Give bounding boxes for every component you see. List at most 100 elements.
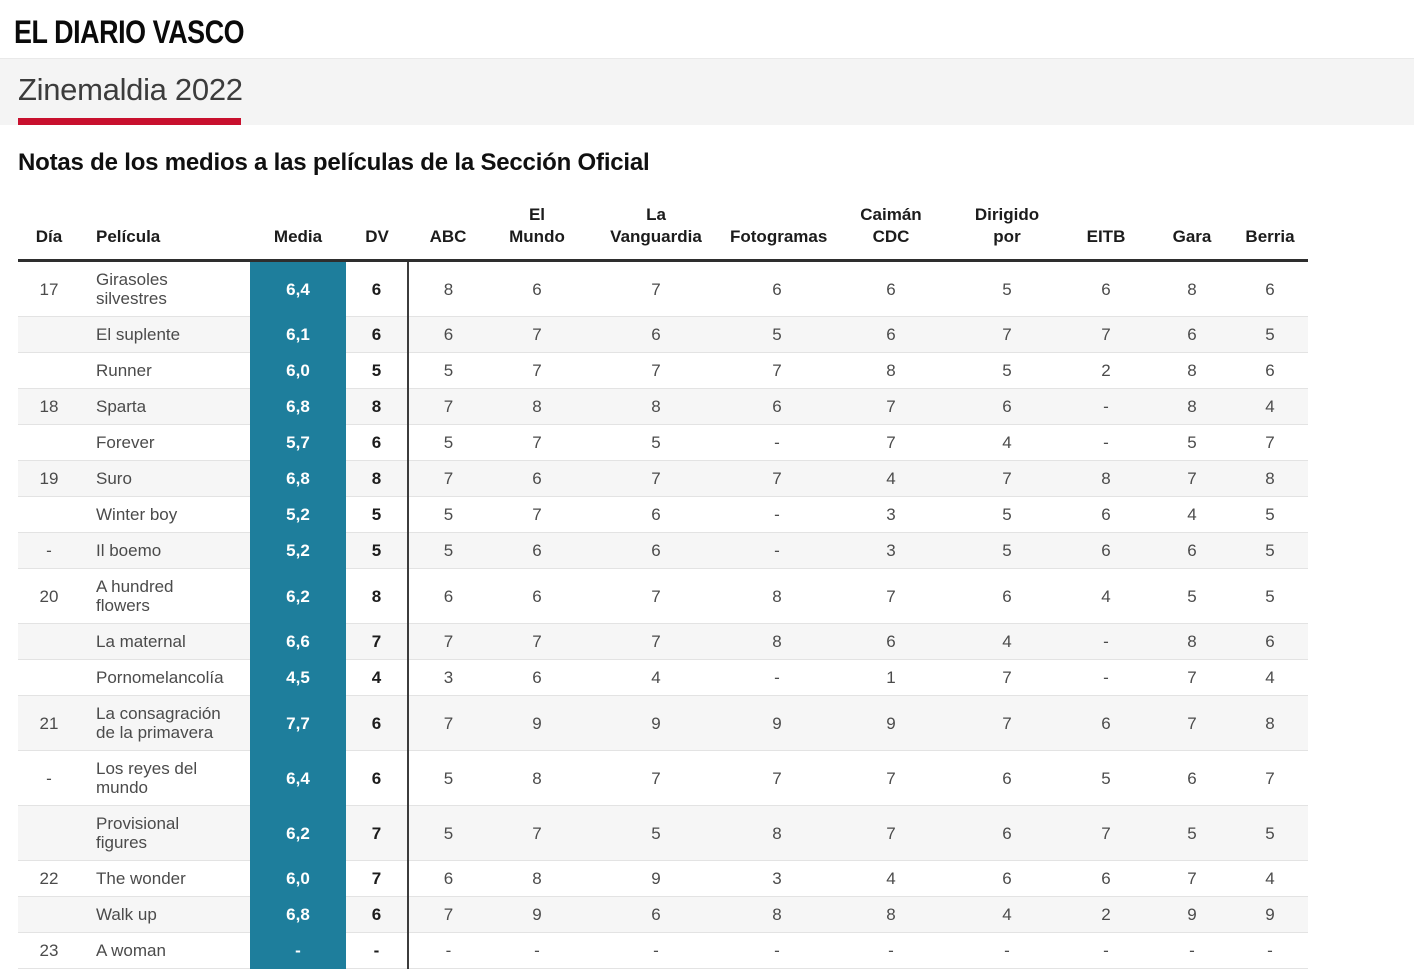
cell-abc: 7 [408,623,488,660]
cell-media: 5,7 [250,424,346,461]
cell-fotogramas: 3 [726,860,828,897]
cell-vanguardia: 9 [586,860,726,897]
cell-dirigido: 7 [954,695,1060,751]
cell-eitb: 4 [1060,568,1152,624]
cell-berria: 5 [1232,316,1308,353]
cell-dirigido: 5 [954,496,1060,533]
cell-caiman: 7 [828,805,954,861]
table-row: 21 La consagración de la primavera 7,7 6 7 9 9… [18,695,1308,751]
cell-berria: 6 [1232,260,1308,317]
cell-dia: 21 [18,695,80,751]
cell-abc: 7 [408,460,488,497]
cell-media: 7,7 [250,695,346,751]
cell-media: 4,5 [250,659,346,696]
cell-berria: 6 [1232,623,1308,660]
cell-berria: 4 [1232,659,1308,696]
cell-dirigido: 7 [954,316,1060,353]
cell-caiman: 7 [828,750,954,806]
cell-vanguardia: 7 [586,352,726,389]
cell-fotogramas: 7 [726,460,828,497]
cell-berria: 5 [1232,805,1308,861]
cell-fotogramas: - [726,532,828,569]
cell-elmundo: 8 [488,750,586,806]
cell-dirigido: 4 [954,623,1060,660]
cell-dia: 17 [18,260,80,317]
cell-vanguardia: 7 [586,750,726,806]
table-row: 17 Girasoles silvestres 6,4 6 8 6 7 6 6 5 6 8 6 [18,260,1308,317]
cell-caiman: 4 [828,860,954,897]
cell-dia: 18 [18,388,80,425]
cell-dirigido: 4 [954,896,1060,933]
cell-media: 6,8 [250,896,346,933]
cell-dv: 7 [346,623,409,660]
col-header-abc: ABC [408,204,488,262]
cell-pelicula: La maternal [80,623,250,660]
cell-eitb: 6 [1060,860,1152,897]
cell-fotogramas: 8 [726,568,828,624]
cell-fotogramas: 7 [726,352,828,389]
cell-vanguardia: 6 [586,496,726,533]
cell-caiman: 8 [828,896,954,933]
cell-pelicula: A hundred flowers [80,568,250,624]
cell-vanguardia: 4 [586,659,726,696]
cell-abc: 5 [408,496,488,533]
cell-fotogramas: - [726,424,828,461]
cell-caiman: 3 [828,496,954,533]
cell-vanguardia: 6 [586,316,726,353]
cell-dia: 22 [18,860,80,897]
cell-pelicula: El suplente [80,316,250,353]
cell-eitb: 2 [1060,352,1152,389]
cell-fotogramas: - [726,496,828,533]
page-title: Notas de los medios a las películas de l… [18,149,650,176]
col-header-eitb: EITB [1060,204,1152,262]
table-row: 20 A hundred flowers 6,2 8 6 6 7 8 7 6 4 5 5 [18,568,1308,624]
cell-abc: 8 [408,260,488,317]
cell-dv: 6 [346,695,409,751]
cell-media: 6,8 [250,460,346,497]
cell-vanguardia: 7 [586,260,726,317]
cell-gara: 7 [1152,695,1232,751]
cell-fotogramas: 8 [726,623,828,660]
diario-vasco-logo[interactable]: EL DIARIO VASCO [14,14,245,50]
cell-berria: 5 [1232,496,1308,533]
cell-gara: - [1152,932,1232,969]
cell-eitb: - [1060,932,1152,969]
cell-dirigido: 5 [954,352,1060,389]
cell-pelicula: The wonder [80,860,250,897]
cell-dv: 6 [346,316,409,353]
cell-berria: - [1232,932,1308,969]
table-row: 23 A woman - - - - - - - - - - - [18,932,1308,969]
col-header-dia: Día [18,204,80,262]
cell-media: 6,4 [250,750,346,806]
cell-eitb: - [1060,659,1152,696]
cell-dia [18,496,80,533]
cell-dia [18,659,80,696]
cell-dv: 8 [346,388,409,425]
cell-elmundo: 9 [488,695,586,751]
cell-dv: 8 [346,460,409,497]
cell-gara: 6 [1152,750,1232,806]
cell-gara: 7 [1152,460,1232,497]
cell-fotogramas: 7 [726,750,828,806]
cell-dirigido: 4 [954,424,1060,461]
cell-fotogramas: 8 [726,805,828,861]
cell-dia [18,805,80,861]
cell-pelicula: La consagración de la primavera [80,695,250,751]
cell-dia [18,424,80,461]
cell-gara: 5 [1152,805,1232,861]
cell-abc: 7 [408,388,488,425]
cell-pelicula: A woman [80,932,250,969]
cell-pelicula: Girasoles silvestres [80,260,250,317]
cell-pelicula: Suro [80,460,250,497]
cell-pelicula: Winter boy [80,496,250,533]
cell-abc: 7 [408,695,488,751]
cell-dia [18,352,80,389]
header-row: Día Película Media DV ABC El Mundo La Vanguard… [18,204,1308,262]
cell-media: 6,2 [250,805,346,861]
cell-eitb: 6 [1060,260,1152,317]
cell-berria: 7 [1232,424,1308,461]
cell-media: - [250,932,346,969]
cell-abc: 6 [408,316,488,353]
cell-gara: 9 [1152,896,1232,933]
cell-dia [18,316,80,353]
